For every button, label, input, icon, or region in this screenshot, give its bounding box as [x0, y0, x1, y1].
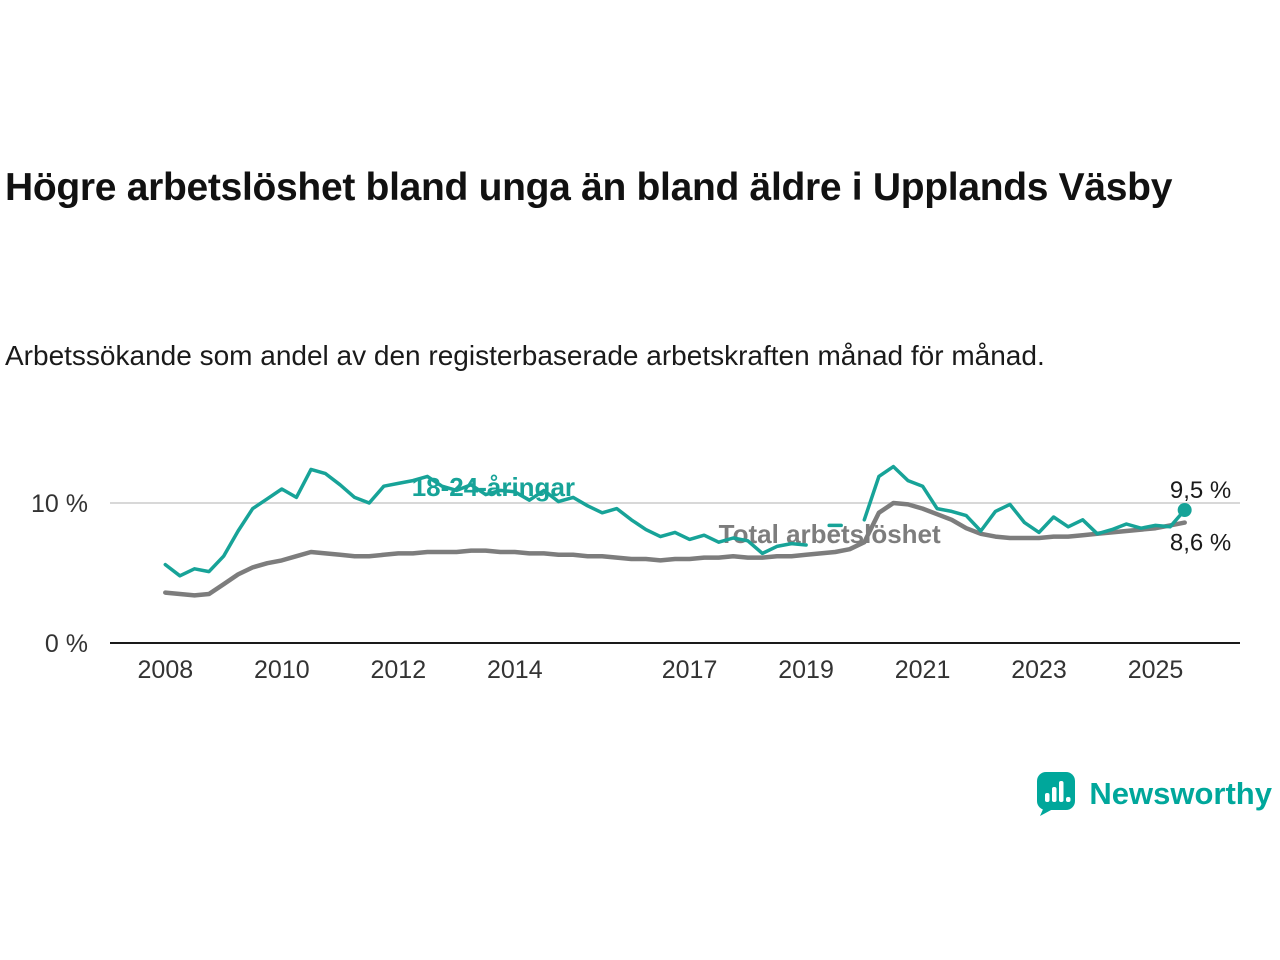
newsworthy-brand-text: Newsworthy — [1089, 775, 1272, 811]
series-line — [163, 500, 1187, 598]
series-line — [862, 464, 1187, 536]
series-end-label: 8,6 % — [1170, 530, 1231, 557]
x-axis-label: 2023 — [1011, 656, 1067, 684]
series-end-dot — [1177, 503, 1192, 517]
series-label: 18-24-åringar — [412, 472, 575, 502]
newsworthy-logo: Newsworthy — [1035, 770, 1272, 817]
x-axis-label: 2021 — [895, 656, 951, 684]
x-axis-label: 2008 — [138, 656, 194, 684]
x-axis-label: 2019 — [778, 656, 834, 684]
y-axis-label: 0 % — [45, 630, 88, 658]
series-line — [163, 467, 808, 578]
x-axis-label: 2017 — [662, 656, 718, 684]
x-axis-label: 2012 — [371, 656, 427, 684]
unemployment-line-chart: 0 % 10 % 2008 2010 2012 2014 2017 2019 2021 2023 2… — [31, 464, 1240, 684]
chart-subtitle: Arbetssökande som andel av den registerb… — [5, 340, 1045, 371]
chart-title: Högre arbetslöshet bland unga än bland ä… — [5, 166, 1173, 210]
x-axis-label: 2014 — [487, 656, 543, 684]
series-end-label: 9,5 % — [1170, 477, 1231, 504]
x-axis-label: 2010 — [254, 656, 310, 684]
y-axis-label: 10 % — [31, 490, 88, 518]
x-axis-label: 2025 — [1128, 656, 1184, 684]
newsworthy-logo-icon — [1037, 772, 1076, 816]
